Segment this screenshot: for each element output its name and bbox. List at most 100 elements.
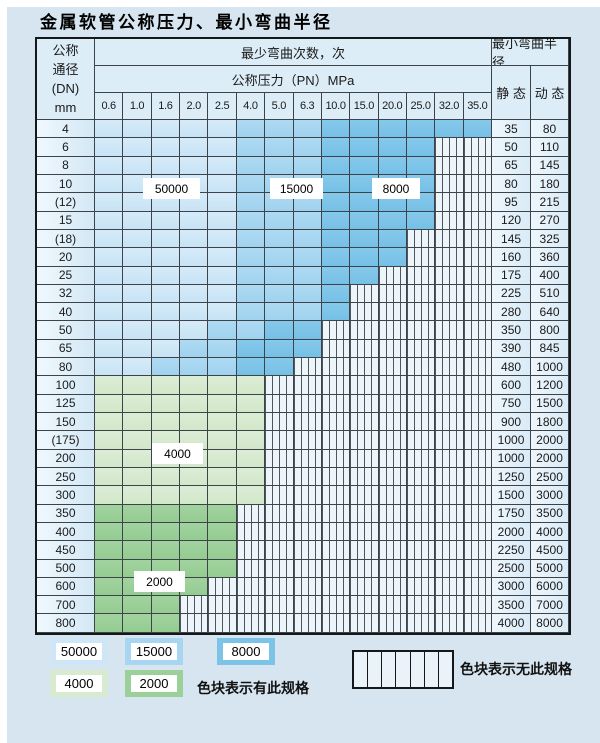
pressure-col-header: 35.0 xyxy=(463,93,493,120)
spec-cell xyxy=(265,394,294,413)
spec-cell xyxy=(151,284,181,304)
spec-cell xyxy=(406,504,436,523)
spec-cell xyxy=(180,596,209,615)
spec-cell xyxy=(350,156,379,175)
spec-cell xyxy=(208,577,237,597)
legend-swatch-label: 50000 xyxy=(56,643,102,660)
dn-header-line: (DN) xyxy=(51,81,80,96)
spec-cell xyxy=(406,449,436,468)
dynamic-value-cell: 6000 xyxy=(531,577,570,597)
spec-cell xyxy=(180,211,209,230)
dn-cell: 6 xyxy=(37,138,95,157)
dn-cell: 600 xyxy=(37,577,95,597)
spec-cell xyxy=(435,156,464,175)
spec-cell xyxy=(293,303,322,322)
spec-cell xyxy=(293,339,322,359)
spec-cell xyxy=(463,284,493,304)
spec-cell xyxy=(95,339,124,359)
spec-cell xyxy=(95,120,124,139)
spec-cell xyxy=(123,284,152,304)
spec-cell xyxy=(435,174,464,194)
spec-cell xyxy=(265,358,294,377)
static-value-cell: 600 xyxy=(492,376,532,395)
has-spec-note: 色块表示有此规格 xyxy=(197,680,309,696)
spec-cell xyxy=(151,394,181,413)
spec-cell xyxy=(180,376,209,395)
pressure-grid: 公称 通径 (DN) mm 最少弯曲次数，次 最小弯曲半径 公称压力（PN）MP… xyxy=(35,37,572,635)
spec-cell xyxy=(208,248,237,267)
pressure-col-header: 25.0 xyxy=(406,93,436,120)
legend-swatch-label: 4000 xyxy=(56,675,102,692)
spec-cell xyxy=(123,522,152,542)
spec-cell xyxy=(463,504,493,523)
spec-cell xyxy=(123,504,152,523)
spec-cell xyxy=(123,248,152,267)
zone-cycles-label: 15000 xyxy=(270,178,323,199)
spec-cell xyxy=(435,193,464,212)
dynamic-value-cell: 800 xyxy=(531,321,570,340)
dynamic-value-cell: 5000 xyxy=(531,559,570,578)
spec-cell xyxy=(208,303,237,322)
spec-cell xyxy=(123,486,152,505)
spec-cell xyxy=(321,138,351,157)
spec-cell xyxy=(321,413,351,432)
static-value-cell: 35 xyxy=(492,120,532,139)
dn-cell: 50 xyxy=(37,321,95,340)
min-bend-radius-header: 最小弯曲半径 xyxy=(492,39,570,66)
dynamic-value-cell: 4500 xyxy=(531,541,570,560)
spec-cell xyxy=(463,248,493,267)
dynamic-value-cell: 7000 xyxy=(531,596,570,615)
spec-cell xyxy=(180,467,209,487)
spec-cell xyxy=(180,504,209,523)
spec-cell xyxy=(95,394,124,413)
spec-cell xyxy=(406,394,436,413)
spec-cell xyxy=(293,467,322,487)
dynamic-value-cell: 2000 xyxy=(531,431,570,450)
spec-cell xyxy=(236,266,266,285)
spec-cell xyxy=(180,413,209,432)
spec-cell xyxy=(151,211,181,230)
spec-cell xyxy=(265,211,294,230)
dynamic-value-cell: 510 xyxy=(531,284,570,304)
spec-cell xyxy=(151,156,181,175)
dn-cell: 200 xyxy=(37,449,95,468)
spec-cell xyxy=(123,394,152,413)
spec-cell xyxy=(350,284,379,304)
spec-cell xyxy=(208,120,237,139)
static-value-cell: 50 xyxy=(492,138,532,157)
spec-cell xyxy=(293,486,322,505)
spec-cell xyxy=(95,486,124,505)
spec-cell xyxy=(321,394,351,413)
spec-cell xyxy=(350,449,379,468)
spec-cell xyxy=(151,339,181,359)
spec-cell xyxy=(435,522,464,542)
spec-cell xyxy=(123,321,152,340)
spec-cell xyxy=(236,120,266,139)
dn-column-header: 公称 通径 (DN) mm xyxy=(37,39,95,120)
pressure-col-header: 10.0 xyxy=(321,93,351,120)
dn-cell: 700 xyxy=(37,596,95,615)
spec-cell xyxy=(236,303,266,322)
spec-cell xyxy=(208,193,237,212)
spec-cell xyxy=(435,413,464,432)
spec-cell xyxy=(236,431,266,450)
spec-cell xyxy=(321,248,351,267)
spec-cell xyxy=(435,431,464,450)
static-value-cell: 1250 xyxy=(492,467,532,487)
spec-cell xyxy=(208,266,237,285)
spec-cell xyxy=(293,284,322,304)
spec-cell xyxy=(406,376,436,395)
spec-cell xyxy=(463,358,493,377)
static-value-cell: 95 xyxy=(492,193,532,212)
dn-cell: 450 xyxy=(37,541,95,560)
pressure-col-header: 0.6 xyxy=(95,93,124,120)
static-value-cell: 2250 xyxy=(492,541,532,560)
spec-cell xyxy=(151,248,181,267)
spec-cell xyxy=(350,266,379,285)
spec-cell xyxy=(435,376,464,395)
spec-cell xyxy=(321,614,351,633)
spec-cell xyxy=(180,321,209,340)
spec-cell xyxy=(350,413,379,432)
spec-cell xyxy=(95,174,124,194)
spec-cell xyxy=(463,413,493,432)
